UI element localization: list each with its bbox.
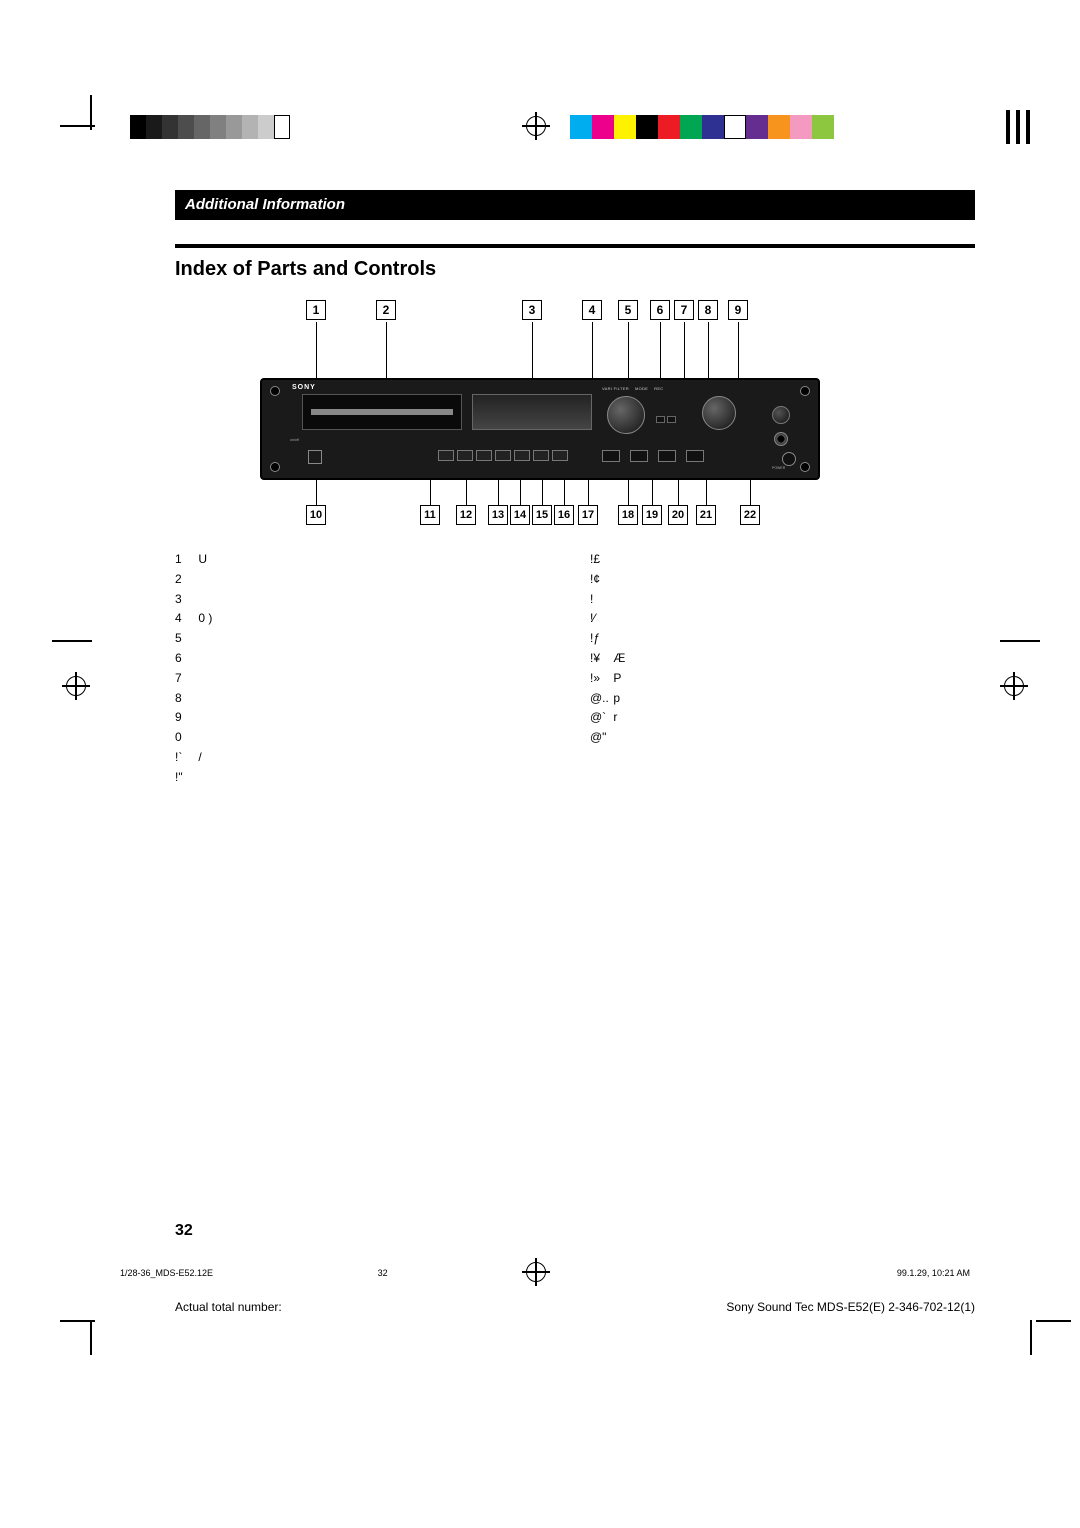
panel-labels: VARI FILTERMODEREC — [602, 386, 664, 391]
index-row: 8 — [175, 689, 560, 709]
index-row: 7 — [175, 669, 560, 689]
grayscale-bar — [130, 115, 290, 139]
index-row: 0 — [175, 728, 560, 748]
small-buttons — [656, 416, 676, 423]
index-row: @` r — [590, 708, 975, 728]
footer-note-right: Sony Sound Tec MDS-E52(E) 2-346-702-12(1… — [726, 1300, 975, 1314]
callout-box: 18 — [618, 505, 638, 525]
display-window — [472, 394, 592, 430]
index-row: 4 0 ) — [175, 609, 560, 629]
footer-datetime: 99.1.29, 10:21 AM — [897, 1268, 970, 1278]
callout-box: 2 — [376, 300, 396, 320]
index-row: @.. p — [590, 689, 975, 709]
index-col-left: 1 U2 3 4 0 )5 6 7 8 9 0 !` /!" — [175, 550, 560, 788]
footer-note: Actual total number: Sony Sound Tec MDS-… — [175, 1300, 975, 1314]
crop-tick-right — [1000, 640, 1040, 642]
level-knob — [702, 396, 736, 430]
index-row: 3 — [175, 590, 560, 610]
crop-ticks-tr — [1006, 110, 1030, 144]
index-row: !` / — [175, 748, 560, 768]
callout-box: 11 — [420, 505, 440, 525]
section-header: Additional Information — [175, 190, 975, 220]
device-front-panel: SONY VARI FILTERMODEREC on/off POWER — [260, 378, 820, 480]
index-col-right: !£ !¢ ! !⁄ !ƒ !¥ Æ!» P@.. p@` r@" — [590, 550, 975, 788]
callout-box: 15 — [532, 505, 552, 525]
callout-box: 14 — [510, 505, 530, 525]
page: Additional Information Index of Parts an… — [0, 0, 1080, 1528]
index-row: 9 — [175, 708, 560, 728]
index-row: 2 — [175, 570, 560, 590]
callout-box: 9 — [728, 300, 748, 320]
index-row: !¢ — [590, 570, 975, 590]
section-header-text: Additional Information — [185, 196, 345, 213]
callout-box: 12 — [456, 505, 476, 525]
callout-box: 6 — [650, 300, 670, 320]
callout-box: 10 — [306, 505, 326, 525]
callout-box: 8 — [698, 300, 718, 320]
brand-logo: SONY — [292, 384, 316, 391]
callout-box: 22 — [740, 505, 760, 525]
callout-box: 16 — [554, 505, 574, 525]
index-list: 1 U2 3 4 0 )5 6 7 8 9 0 !` /!" !£ !¢ ! !… — [175, 550, 975, 788]
phones-jack — [774, 432, 788, 446]
transport-buttons — [602, 450, 704, 462]
footer-file: 1/28-36_MDS-E52.12E — [120, 1268, 213, 1278]
index-row: @" — [590, 728, 975, 748]
registration-mark-right — [1000, 672, 1028, 700]
function-buttons — [438, 450, 568, 461]
callout-box: 1 — [306, 300, 326, 320]
index-row: 6 — [175, 649, 560, 669]
callout-box: 19 — [642, 505, 662, 525]
callout-box: 17 — [578, 505, 598, 525]
index-row: !£ — [590, 550, 975, 570]
index-row: !" — [175, 768, 560, 788]
registration-mark-left — [62, 672, 90, 700]
footer-note-left: Actual total number: — [175, 1300, 282, 1314]
callout-box: 21 — [696, 505, 716, 525]
callout-box: 7 — [674, 300, 694, 320]
index-row: !ƒ — [590, 629, 975, 649]
page-number: 32 — [175, 1222, 193, 1240]
index-row: !» P — [590, 669, 975, 689]
callout-box: 5 — [618, 300, 638, 320]
index-row: !⁄ — [590, 609, 975, 629]
color-bar — [570, 115, 834, 139]
callout-box: 4 — [582, 300, 602, 320]
print-footer: 1/28-36_MDS-E52.12E 32 99.1.29, 10:21 AM — [120, 1268, 970, 1278]
index-row: !¥ Æ — [590, 649, 975, 669]
callout-box: 13 — [488, 505, 508, 525]
registration-mark-top — [522, 112, 550, 140]
index-row: 1 U — [175, 550, 560, 570]
index-row: ! — [590, 590, 975, 610]
crop-tick-left — [52, 640, 92, 642]
phones-level-knob — [772, 406, 790, 424]
footer-page: 32 — [378, 1268, 388, 1278]
jog-knob — [607, 396, 645, 434]
power-button — [782, 452, 796, 466]
callout-box: 3 — [522, 300, 542, 320]
callout-box: 20 — [668, 505, 688, 525]
disc-slot — [302, 394, 462, 430]
page-title: Index of Parts and Controls — [175, 258, 436, 281]
eject-button — [308, 450, 322, 464]
title-rule — [175, 244, 975, 248]
index-row: 5 — [175, 629, 560, 649]
